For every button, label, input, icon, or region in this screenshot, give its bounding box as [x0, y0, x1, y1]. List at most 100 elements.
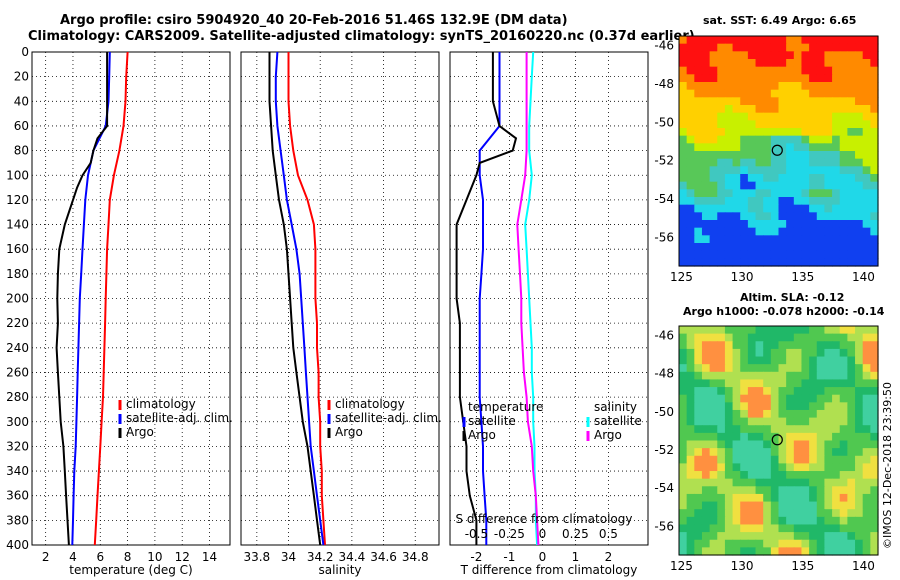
sst-map-cell [832, 158, 841, 167]
sst-map-cell [801, 258, 810, 267]
sla-map-cell [870, 486, 879, 495]
sla-map-cell [793, 341, 803, 350]
sla-map-cell [724, 455, 734, 464]
sst-map-cell [701, 89, 711, 98]
sla-map-cell [747, 379, 757, 388]
sst-map-cell [679, 166, 688, 175]
sst-map-cell [786, 66, 795, 75]
sst-map-cell [724, 135, 734, 144]
sla-map-cell [793, 425, 803, 434]
sla-map-cell [694, 463, 703, 472]
sst-map-cell [855, 235, 864, 244]
sla-map-cell [679, 539, 688, 548]
sst-map-cell [740, 189, 749, 198]
sla-map-cell [740, 326, 749, 335]
sst-map-cell [740, 66, 749, 75]
sla-map-cell [816, 493, 826, 503]
sst-map-cell [724, 243, 734, 252]
sla-map-cell [839, 509, 848, 518]
sst-map-cell [870, 250, 879, 259]
sst-map-cell [732, 212, 741, 221]
sst-map-cell [724, 258, 734, 267]
sla-map-cell [832, 348, 841, 358]
sla-map-cell [763, 547, 772, 556]
sla-map-cell [824, 440, 833, 449]
sst-map-cell [847, 227, 856, 236]
sla-map-cell [701, 463, 711, 472]
sla-map-lat-label: -54 [654, 481, 674, 495]
sla-map-cell [870, 509, 879, 518]
sla-map-cell [747, 417, 757, 426]
sst-map-cell [740, 151, 749, 160]
sst-map-cell [870, 158, 879, 167]
temp-xtick-label: 4 [69, 550, 77, 564]
sst-map-cell [793, 135, 803, 144]
sst-map-cell [724, 36, 734, 45]
sla-map-cell [679, 402, 688, 411]
sst-map-cell [740, 120, 749, 129]
sst-map-cell [839, 227, 848, 236]
sla-map-cell [824, 539, 833, 548]
sst-map-cell [770, 112, 780, 121]
sla-map-cell [694, 364, 703, 373]
sla-map-cell [839, 524, 848, 533]
sla-map-cell [870, 524, 879, 533]
sst-map-cell [732, 43, 741, 52]
sla-map-cell [870, 516, 879, 526]
sla-map-cell [862, 341, 871, 350]
sst-map-cell [816, 220, 826, 229]
sst-map-cell [778, 220, 787, 229]
sst-map-cell [747, 66, 757, 75]
sla-map-cell [724, 417, 734, 426]
sla-map-cell [679, 326, 688, 335]
sla-map-cell [701, 417, 711, 426]
sla-map-cell [816, 509, 826, 518]
sla-map-cell [686, 371, 695, 381]
sst-map-cell [862, 105, 871, 114]
sst-map-cell [778, 250, 787, 259]
sst-map-cell [763, 82, 772, 91]
sst-map-cell [793, 174, 803, 183]
sst-map-cell [763, 89, 772, 98]
sst-map-cell [862, 135, 871, 144]
sst-map-cell [740, 43, 749, 52]
sla-map-cell [686, 516, 695, 526]
sla-map-cell [763, 501, 772, 510]
sst-map-cell [862, 143, 871, 152]
sst-map-cell [740, 243, 749, 252]
sst-map-cell [824, 135, 833, 144]
sst-map-cell [686, 189, 695, 198]
sla-map-cell [755, 501, 764, 510]
sst-map-cell [855, 128, 864, 137]
sla-map-cell [816, 440, 826, 449]
sst-map-cell [778, 235, 787, 244]
sst-map-cell [839, 204, 848, 213]
sla-map-cell [801, 493, 810, 503]
sst-map-cell [832, 43, 841, 52]
sla-map-cell [832, 539, 841, 548]
sla-map-cell [694, 387, 703, 396]
sst-map-cell [694, 51, 703, 60]
sla-map-cell [847, 356, 856, 365]
sst-map-cell [862, 189, 871, 198]
figure-title-line1: Argo profile: csiro 5904920_40 20-Feb-20… [60, 13, 568, 28]
sst-map-cell [870, 227, 879, 236]
sla-map-cell [824, 394, 833, 403]
sla-map-cell [701, 333, 711, 342]
sst-map-cell [824, 250, 833, 259]
diff-xtick-label: -2 [470, 550, 482, 564]
sst-map-cell [763, 189, 772, 198]
sla-map-cell [870, 493, 879, 503]
sst-map-cell [686, 97, 695, 106]
sst-map-cell [740, 158, 749, 167]
sla-map-cell [801, 478, 810, 487]
sla-map-cell [709, 532, 718, 541]
sst-map-cell [755, 105, 764, 114]
sst-map-cell [717, 158, 726, 167]
sla-map-cell [847, 364, 856, 373]
sst-map-cell [724, 74, 734, 83]
sst-map-cell [786, 143, 795, 152]
sla-map-cell [701, 509, 711, 518]
sla-map-cell [793, 348, 803, 358]
